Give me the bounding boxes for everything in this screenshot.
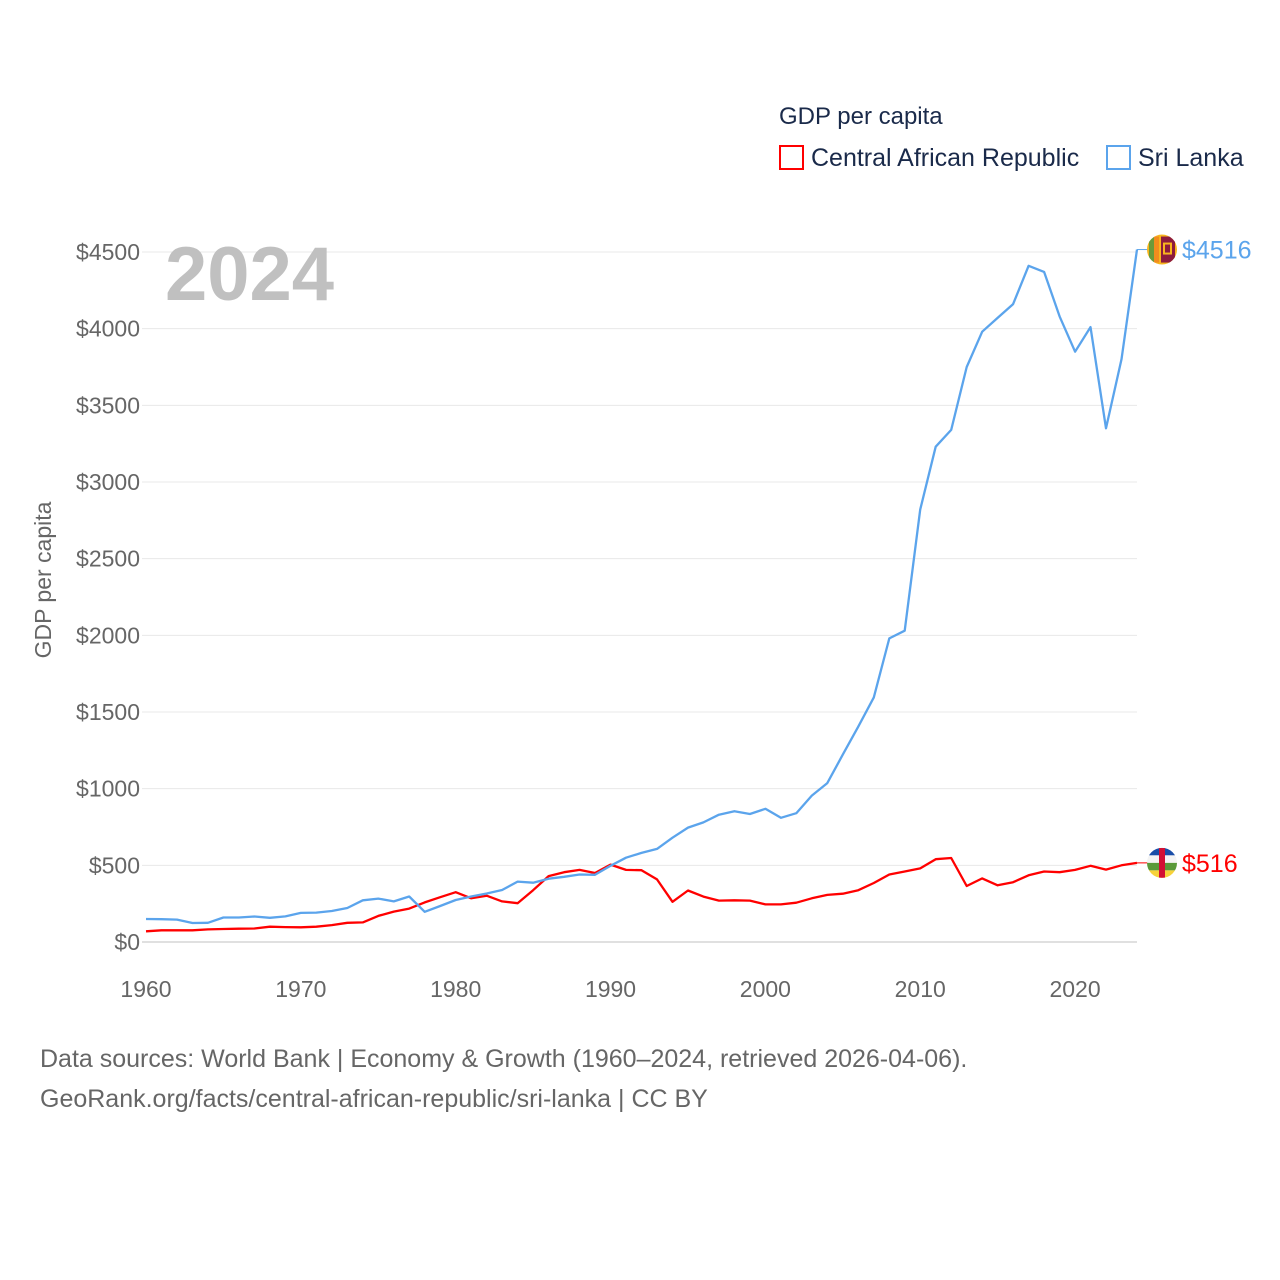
x-tick-label: 1980 xyxy=(430,976,481,1002)
x-tick-label: 2000 xyxy=(740,976,791,1002)
y-tick-label: $3000 xyxy=(76,469,140,495)
footer-link[interactable]: GeoRank.org/facts/central-african-republ… xyxy=(40,1085,708,1113)
legend-title: GDP per capita xyxy=(779,103,943,130)
y-tick-label: $2500 xyxy=(76,546,140,572)
x-axis-ticks: 1960 1970 1980 1990 2000 2010 2020 xyxy=(120,976,1100,1002)
gridlines xyxy=(142,251,1137,943)
y-tick-label: $4000 xyxy=(76,316,140,342)
y-axis-ticks: $0 $500 $1000 $1500 $2000 $2500 $3000 $3500 $400… xyxy=(76,239,140,955)
x-tick-label: 1970 xyxy=(275,976,326,1002)
series-lines xyxy=(145,249,1139,933)
y-tick-label: $500 xyxy=(89,852,140,878)
series-line-sri-lanka xyxy=(145,249,1139,925)
x-tick-label: 2020 xyxy=(1049,976,1100,1002)
x-tick-label: 1960 xyxy=(120,976,171,1002)
legend-label-sri-lanka[interactable]: Sri Lanka xyxy=(1138,144,1244,172)
legend-swatch-car xyxy=(779,145,804,170)
y-axis-label: GDP per capita xyxy=(30,501,56,658)
car-flag-icon xyxy=(1147,847,1177,878)
y-tick-label: $1500 xyxy=(76,699,140,725)
end-value-label: $516 xyxy=(1182,850,1238,878)
y-tick-label: $3500 xyxy=(76,392,140,418)
end-value-label: $4516 xyxy=(1182,237,1252,265)
legend-swatch-sri-lanka xyxy=(1106,145,1131,170)
year-watermark: 2024 xyxy=(165,232,334,317)
footer-sources: Data sources: World Bank | Economy & Gro… xyxy=(40,1045,968,1073)
x-tick-label: 1990 xyxy=(585,976,636,1002)
y-tick-label: $2000 xyxy=(76,622,140,648)
y-tick-label: $0 xyxy=(114,929,140,955)
x-tick-label: 2010 xyxy=(895,976,946,1002)
end-labels: $516 $4516 xyxy=(1137,234,1252,878)
series-line-car xyxy=(145,856,1138,933)
sri-lanka-flag-icon xyxy=(1147,234,1177,265)
y-tick-label: $1000 xyxy=(76,776,140,802)
y-tick-label: $4500 xyxy=(76,239,140,265)
legend-label-car[interactable]: Central African Republic xyxy=(811,144,1079,172)
legend: GDP per capita Central African Republic … xyxy=(779,103,1244,172)
